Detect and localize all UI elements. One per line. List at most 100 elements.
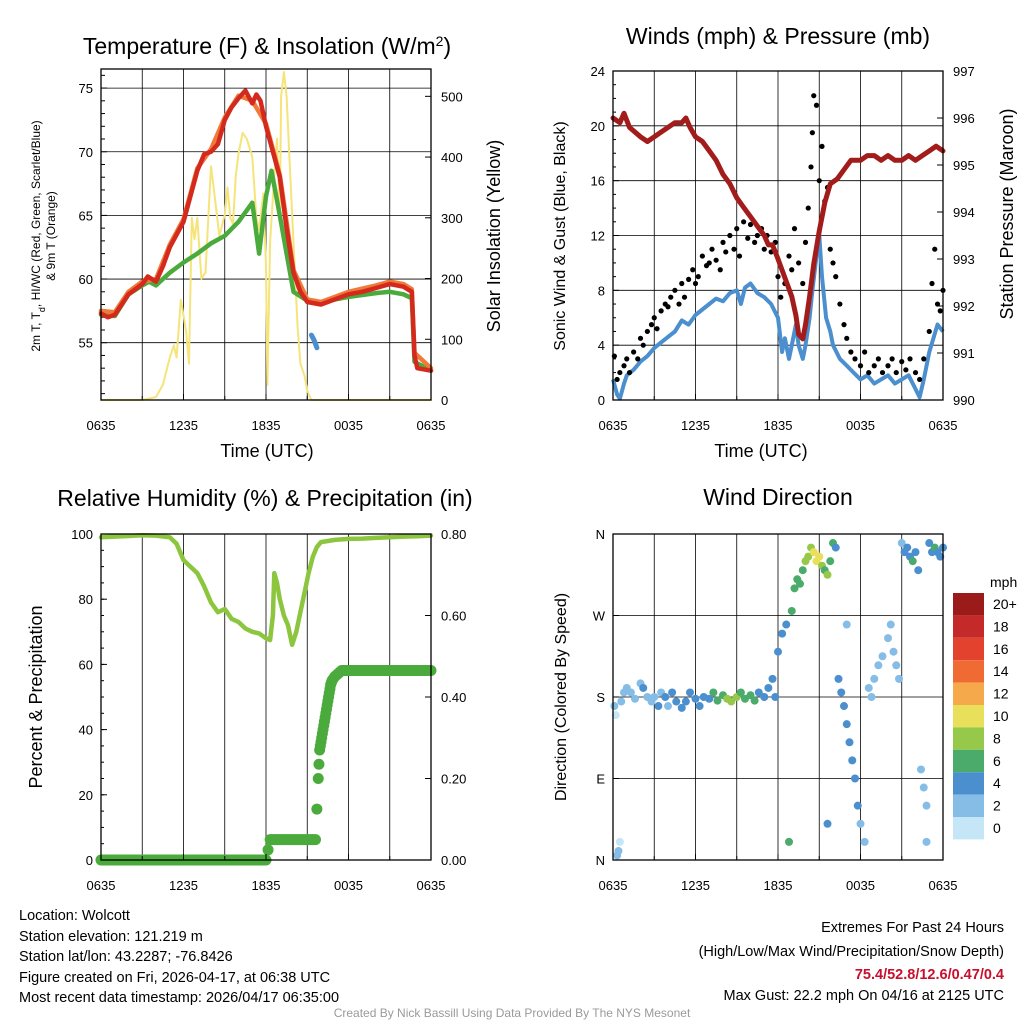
wind-y2label: Station Pressure (Maroon) <box>997 108 1017 319</box>
wind-y2tick-label: 997 <box>953 64 975 79</box>
dir-direction-point <box>736 688 745 697</box>
wind-gust-point <box>778 294 784 300</box>
temp-ylabel: 2m T, Td, HI/WC (Red, Green, Scarlet/Blu… <box>29 120 47 351</box>
wind-gust-point <box>830 260 836 266</box>
rh-y2tick-label: 0.60 <box>441 609 466 624</box>
wind-xtick-label: 0035 <box>846 418 875 433</box>
dir-direction-point <box>661 693 670 701</box>
temp-y2tick-label: 100 <box>441 332 463 347</box>
wind-gust-point <box>819 143 825 149</box>
wind-gust-point <box>921 356 927 362</box>
wind-y2tick-label: 994 <box>953 205 975 220</box>
wind-gust-point <box>720 239 726 245</box>
wind-gust-point <box>937 308 943 314</box>
dir-direction-point <box>884 634 892 643</box>
wind-gust-point <box>736 253 743 259</box>
temp-title-end: ) <box>443 33 451 59</box>
dir-direction-point <box>790 584 799 593</box>
wind-ytick-label: 24 <box>591 64 605 79</box>
temp-series-line <box>98 88 434 373</box>
wind-gust-point <box>658 308 664 314</box>
wind-gust-point <box>816 178 822 184</box>
wind-pressure-line <box>610 110 946 342</box>
rh-xtick-label: 0635 <box>417 878 446 893</box>
dir-direction-point <box>691 694 700 703</box>
temp-ytick-label: 55 <box>79 336 93 351</box>
recent-data-text: Most recent data timestamp: 2026/04/17 0… <box>19 990 340 1006</box>
dir-direction-point <box>631 694 639 703</box>
dir-direction-point <box>853 801 862 810</box>
legend-swatch <box>953 682 984 705</box>
dir-direction-point <box>614 846 623 855</box>
wind-gust-point <box>734 226 740 232</box>
dir-direction-point <box>809 548 818 557</box>
wind-gust-point <box>668 294 674 300</box>
dir-ylabel: Direction (Colored By Speed) <box>553 593 570 801</box>
wind-gust-point <box>621 363 627 369</box>
dir-xtick-label: 1235 <box>681 878 710 893</box>
wind-ytick-label: 4 <box>598 338 605 353</box>
dir-direction-point <box>754 688 763 697</box>
dir-direction-point <box>626 688 635 697</box>
dir-direction-point <box>892 661 901 670</box>
wind-gust-point <box>686 276 692 282</box>
rh-ytick-label: 20 <box>79 788 93 803</box>
temp-ylabel-line2: & 9m T (Orange) <box>44 191 58 281</box>
wind-gust-point <box>899 359 905 365</box>
dir-direction-point <box>764 683 773 692</box>
temp-ytick-label: 70 <box>79 145 93 160</box>
dir-title: Wind Direction <box>703 484 853 510</box>
legend-swatch <box>953 660 984 683</box>
dir-direction-point <box>650 693 659 701</box>
dir-direction-point <box>889 647 898 656</box>
wind-xtick-label: 1235 <box>681 418 710 433</box>
dir-direction-point <box>681 697 690 706</box>
dir-direction-point <box>782 620 791 629</box>
dir-direction-point <box>785 837 793 846</box>
wind-y2tick-label: 992 <box>953 299 975 314</box>
wind-gust-point <box>844 335 850 341</box>
wind-gust-point <box>695 274 701 280</box>
wind-gust-point <box>648 322 655 328</box>
wind-title: Winds (mph) & Pressure (mb) <box>626 23 930 49</box>
dir-direction-point <box>610 702 619 711</box>
dir-ytick-label: W <box>593 609 606 624</box>
rh-xtick-label: 0035 <box>334 878 363 893</box>
dir-direction-point <box>804 552 813 561</box>
wind-gust-point <box>665 304 671 310</box>
legend-label: 18 <box>993 618 1009 634</box>
rh-precip-point <box>312 773 324 784</box>
dir-xtick-label: 0635 <box>929 878 958 893</box>
rh-xtick-label: 0635 <box>87 878 116 893</box>
wind-y2tick-label: 995 <box>953 158 975 173</box>
wind-gust-point <box>631 349 637 355</box>
dir-direction-point <box>903 543 912 552</box>
rh-xtick-label: 1235 <box>169 878 198 893</box>
wind-gust-point <box>752 239 758 245</box>
wind-gust-point <box>866 369 872 376</box>
dir-direction-point <box>695 702 704 711</box>
dir-direction-point <box>840 702 848 711</box>
wind-gust-point <box>857 363 864 369</box>
wind-gust-point <box>786 253 792 259</box>
rh-ytick-label: 100 <box>71 527 93 542</box>
dir-direction-point <box>919 783 928 792</box>
wind-gust-point <box>813 102 820 108</box>
location-text: Location: Wolcott <box>19 908 130 924</box>
temp-ytick-label: 75 <box>79 81 93 96</box>
wind-gust-point <box>745 235 751 241</box>
dir-direction-point <box>823 819 832 828</box>
dir-direction-point <box>617 697 626 706</box>
temp-xtick-label: 0635 <box>417 418 446 433</box>
wind-gust-point <box>635 356 641 362</box>
dir-direction-point <box>908 557 917 566</box>
dir-direction-point <box>713 696 722 705</box>
temp-series-line <box>308 332 320 351</box>
dir-direction-point <box>936 552 945 561</box>
dir-direction-point <box>834 674 843 683</box>
temp-ylabel-sub: d <box>37 307 47 312</box>
legend-swatch <box>953 615 984 638</box>
temp-ytick-label: 65 <box>79 208 93 223</box>
extremes-info: Extremes For Past 24 Hours (High/Low/Max… <box>699 918 1004 1006</box>
